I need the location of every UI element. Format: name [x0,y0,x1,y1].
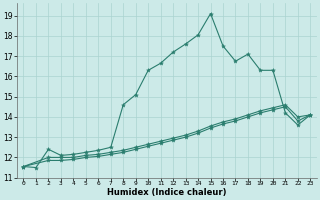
X-axis label: Humidex (Indice chaleur): Humidex (Indice chaleur) [107,188,227,197]
